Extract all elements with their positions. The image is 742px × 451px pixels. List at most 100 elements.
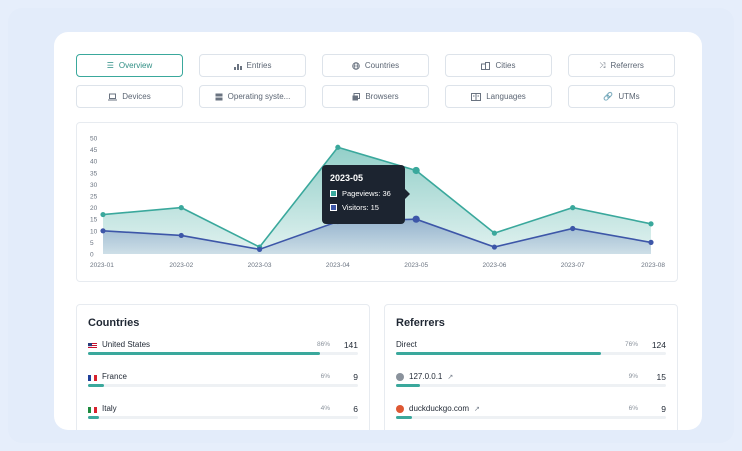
- tab-devices[interactable]: Devices: [76, 85, 183, 108]
- tab-browsers[interactable]: Browsers: [322, 85, 429, 108]
- fr-flag-icon: [88, 374, 97, 381]
- visitors-swatch: [330, 204, 337, 211]
- referrer-count: 9: [661, 404, 666, 414]
- analytics-card: ☰ Overview Entries Countries Cities ⤨ Refe…: [54, 32, 702, 430]
- progress-track: [396, 416, 666, 419]
- tooltip-pageviews-row: Pageviews: 36: [330, 189, 397, 198]
- laptop-icon: [108, 93, 118, 101]
- referrer-percent: 6%: [628, 405, 638, 412]
- progress-track: [88, 416, 358, 419]
- referrer-percent: 76%: [624, 341, 638, 348]
- countries-panel: Countries United States 86% 141 France 6…: [76, 304, 370, 430]
- progress-fill: [88, 416, 99, 419]
- link-icon: 🔗: [603, 92, 614, 101]
- tab-entries[interactable]: Entries: [199, 54, 306, 77]
- tooltip-pageviews-value: 36: [382, 189, 391, 198]
- server-icon: [215, 93, 223, 101]
- y-tick-label: 40: [90, 159, 98, 166]
- data-point-visitors: [491, 244, 498, 250]
- list-item[interactable]: Direct 76% 124: [396, 340, 666, 372]
- x-tick-label: 2023-06: [482, 262, 506, 269]
- tooltip-visitors-label: Visitors:: [342, 203, 369, 212]
- it-flag-icon: [88, 406, 97, 413]
- x-tick-label: 2023-07: [561, 262, 585, 269]
- progress-fill: [396, 384, 421, 387]
- tab-operating-systems[interactable]: Operating syste...: [199, 85, 306, 108]
- tab-overview[interactable]: ☰ Overview: [76, 54, 183, 77]
- list-item[interactable]: Italy 4% 6: [88, 404, 358, 430]
- y-tick-label: 45: [90, 147, 98, 154]
- y-tick-label: 15: [90, 217, 98, 224]
- data-point-visitors: [100, 228, 106, 234]
- country-count: 6: [353, 404, 358, 414]
- chart-tooltip: 2023-05 Pageviews: 36 Visitors: 15: [322, 165, 410, 224]
- tooltip-title: 2023-05: [330, 173, 364, 183]
- tab-referrers[interactable]: ⤨ Referrers: [568, 54, 675, 77]
- data-point-pageviews: [100, 211, 106, 218]
- x-tick-label: 2023-01: [90, 262, 114, 269]
- list-item[interactable]: France 6% 9: [88, 372, 358, 404]
- tab-languages[interactable]: Languages: [445, 85, 552, 108]
- data-point-pageviews: [491, 230, 498, 236]
- progress-track: [396, 384, 666, 387]
- page-background: ☰ Overview Entries Countries Cities ⤨ Refe…: [8, 8, 734, 443]
- series-line-pageviews: [102, 146, 652, 249]
- data-point-visitors: [570, 225, 576, 232]
- y-tick-label: 10: [90, 228, 98, 235]
- progress-fill: [396, 352, 602, 355]
- y-tick-label: 0: [90, 252, 94, 259]
- us-flag-icon: [88, 342, 97, 349]
- data-point-visitors: [648, 239, 654, 245]
- localhost-icon: [396, 372, 404, 381]
- tooltip-pageviews-label: Pageviews:: [342, 189, 381, 198]
- referrers-title: Referrers: [396, 317, 445, 329]
- tooltip-visitors-value: 15: [370, 203, 379, 212]
- country-count: 9: [353, 372, 358, 382]
- series-area-visitors: [103, 219, 651, 254]
- countries-title: Countries: [88, 317, 140, 329]
- shuffle-icon: ⤨: [599, 60, 606, 70]
- external-link-icon[interactable]: ↗: [447, 373, 454, 381]
- referrer-count: 15: [656, 372, 666, 382]
- tab-utms[interactable]: 🔗 UTMs: [568, 85, 675, 108]
- duckduckgo-icon: [396, 404, 404, 413]
- country-name: France: [102, 372, 127, 381]
- external-link-icon[interactable]: ↗: [474, 405, 480, 413]
- progress-fill: [88, 352, 321, 355]
- country-name: Italy: [102, 404, 117, 413]
- bar-chart-icon: [233, 62, 242, 70]
- referrers-panel: Referrers Direct 76% 124 127.0.0.1 ↗ 9% …: [384, 304, 678, 430]
- x-tick-label: 2023-05: [404, 262, 428, 269]
- pageviews-swatch: [330, 190, 337, 197]
- data-point-pageviews: [570, 205, 576, 211]
- x-tick-label: 2023-08: [641, 262, 665, 269]
- tab-bar: ☰ Overview Entries Countries Cities ⤨ Refe…: [76, 54, 678, 108]
- buildings-icon: [481, 61, 491, 70]
- referrer-percent: 9%: [628, 373, 638, 380]
- progress-fill: [396, 416, 413, 419]
- y-tick-label: 35: [90, 170, 98, 177]
- list-item[interactable]: 127.0.0.1 ↗ 9% 15: [396, 372, 666, 404]
- tab-countries[interactable]: Countries: [322, 54, 429, 77]
- y-tick-label: 30: [90, 182, 98, 189]
- list-icon: ☰: [106, 61, 114, 70]
- data-point-visitors: [178, 232, 184, 239]
- progress-track: [88, 352, 358, 355]
- x-tick-label: 2023-04: [326, 262, 350, 269]
- x-tick-label: 2023-02: [169, 262, 193, 269]
- tab-cities[interactable]: Cities: [445, 54, 552, 77]
- globe-icon: [352, 61, 360, 70]
- list-item[interactable]: duckduckgo.com ↗ 6% 9: [396, 404, 666, 430]
- list-item[interactable]: United States 86% 141: [88, 340, 358, 372]
- country-count: 141: [343, 340, 358, 350]
- data-point-pageviews: [178, 205, 184, 211]
- data-point-pageviews: [648, 221, 654, 227]
- progress-track: [88, 384, 358, 387]
- y-tick-label: 50: [90, 136, 98, 143]
- country-percent: 4%: [320, 405, 330, 412]
- referrer-count: 124: [651, 340, 666, 350]
- browser-windows-icon: [352, 92, 361, 101]
- tooltip-visitors-row: Visitors: 15: [330, 203, 397, 212]
- x-tick-label: 2023-03: [248, 262, 272, 269]
- progress-fill: [88, 384, 105, 387]
